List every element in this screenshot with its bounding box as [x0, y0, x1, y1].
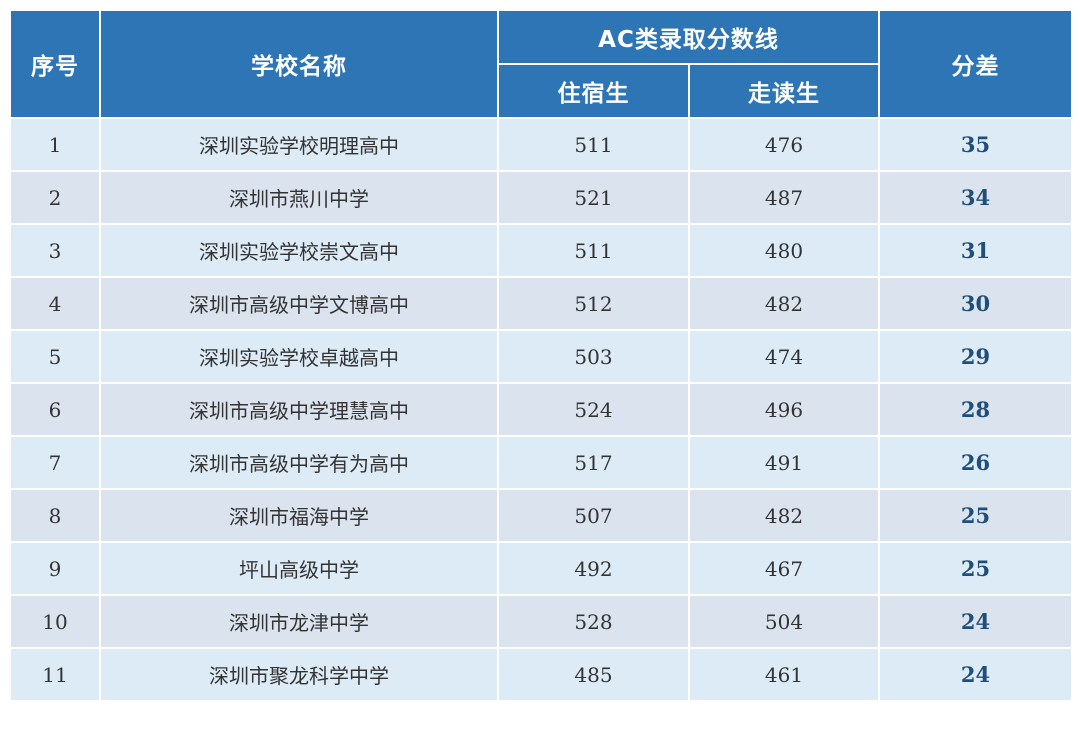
table-row: 5 深圳实验学校卓越高中 503 474 29 [9, 329, 1073, 384]
cell-index: 1 [9, 117, 101, 172]
table-header: 序号 学校名称 AC类录取分数线 分差 住宿生 走读生 [9, 9, 1073, 119]
cell-day-score: 474 [688, 329, 880, 384]
cell-difference: 26 [878, 435, 1073, 490]
cell-boarding-score: 485 [497, 647, 690, 702]
cell-boarding-score: 503 [497, 329, 690, 384]
cell-day-score: 487 [688, 170, 880, 225]
cell-index: 2 [9, 170, 101, 225]
admission-score-table-container: 序号 学校名称 AC类录取分数线 分差 住宿生 走读生 1 深圳实验学校明理高中… [9, 9, 1073, 702]
table-row: 6 深圳市高级中学理慧高中 524 496 28 [9, 382, 1073, 437]
header-index: 序号 [9, 9, 101, 119]
cell-index: 11 [9, 647, 101, 702]
cell-index: 4 [9, 276, 101, 331]
header-score-group: AC类录取分数线 [497, 9, 880, 65]
cell-day-score: 482 [688, 276, 880, 331]
table-row: 8 深圳市福海中学 507 482 25 [9, 488, 1073, 543]
header-school-name: 学校名称 [99, 9, 499, 119]
table-row: 4 深圳市高级中学文博高中 512 482 30 [9, 276, 1073, 331]
cell-difference: 29 [878, 329, 1073, 384]
cell-index: 8 [9, 488, 101, 543]
cell-index: 7 [9, 435, 101, 490]
cell-boarding-score: 517 [497, 435, 690, 490]
admission-score-table: 序号 学校名称 AC类录取分数线 分差 住宿生 走读生 1 深圳实验学校明理高中… [9, 9, 1073, 702]
table-row: 1 深圳实验学校明理高中 511 476 35 [9, 117, 1073, 172]
cell-school-name: 深圳实验学校卓越高中 [99, 329, 499, 384]
cell-day-score: 504 [688, 594, 880, 649]
cell-difference: 25 [878, 541, 1073, 596]
cell-school-name: 深圳市龙津中学 [99, 594, 499, 649]
cell-school-name: 深圳实验学校明理高中 [99, 117, 499, 172]
cell-school-name: 深圳市聚龙科学中学 [99, 647, 499, 702]
cell-index: 10 [9, 594, 101, 649]
cell-boarding-score: 492 [497, 541, 690, 596]
cell-index: 6 [9, 382, 101, 437]
cell-index: 3 [9, 223, 101, 278]
cell-boarding-score: 528 [497, 594, 690, 649]
cell-boarding-score: 511 [497, 117, 690, 172]
cell-boarding-score: 524 [497, 382, 690, 437]
header-difference: 分差 [878, 9, 1073, 119]
table-row: 10 深圳市龙津中学 528 504 24 [9, 594, 1073, 649]
table-row: 2 深圳市燕川中学 521 487 34 [9, 170, 1073, 225]
cell-difference: 24 [878, 647, 1073, 702]
table-body: 1 深圳实验学校明理高中 511 476 35 2 深圳市燕川中学 521 48… [9, 117, 1073, 702]
cell-boarding-score: 521 [497, 170, 690, 225]
cell-school-name: 深圳市高级中学文博高中 [99, 276, 499, 331]
table-row: 9 坪山高级中学 492 467 25 [9, 541, 1073, 596]
cell-difference: 34 [878, 170, 1073, 225]
cell-boarding-score: 511 [497, 223, 690, 278]
cell-school-name: 深圳市高级中学有为高中 [99, 435, 499, 490]
header-boarding: 住宿生 [497, 63, 690, 119]
cell-difference: 35 [878, 117, 1073, 172]
cell-index: 9 [9, 541, 101, 596]
table-row: 11 深圳市聚龙科学中学 485 461 24 [9, 647, 1073, 702]
cell-day-score: 467 [688, 541, 880, 596]
cell-day-score: 482 [688, 488, 880, 543]
table-row: 3 深圳实验学校崇文高中 511 480 31 [9, 223, 1073, 278]
cell-boarding-score: 512 [497, 276, 690, 331]
cell-difference: 28 [878, 382, 1073, 437]
cell-difference: 24 [878, 594, 1073, 649]
cell-day-score: 496 [688, 382, 880, 437]
cell-day-score: 461 [688, 647, 880, 702]
cell-difference: 25 [878, 488, 1073, 543]
cell-school-name: 深圳市福海中学 [99, 488, 499, 543]
cell-day-score: 476 [688, 117, 880, 172]
table-row: 7 深圳市高级中学有为高中 517 491 26 [9, 435, 1073, 490]
header-day: 走读生 [688, 63, 880, 119]
cell-school-name: 深圳市高级中学理慧高中 [99, 382, 499, 437]
cell-school-name: 坪山高级中学 [99, 541, 499, 596]
cell-boarding-score: 507 [497, 488, 690, 543]
cell-difference: 30 [878, 276, 1073, 331]
cell-index: 5 [9, 329, 101, 384]
cell-school-name: 深圳实验学校崇文高中 [99, 223, 499, 278]
cell-school-name: 深圳市燕川中学 [99, 170, 499, 225]
cell-difference: 31 [878, 223, 1073, 278]
cell-day-score: 491 [688, 435, 880, 490]
cell-day-score: 480 [688, 223, 880, 278]
